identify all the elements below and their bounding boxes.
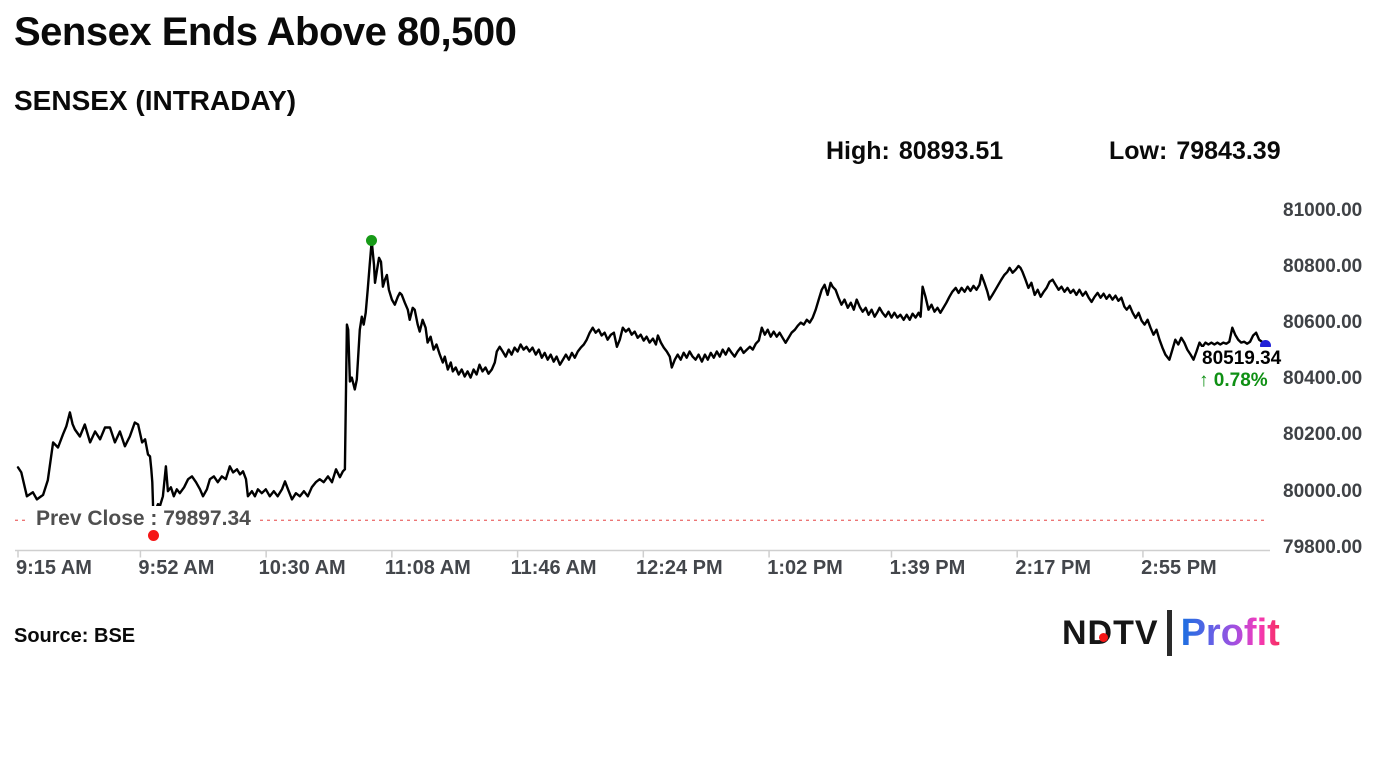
last-marker — [1259, 340, 1271, 352]
profit-wordmark: Profit — [1180, 611, 1280, 654]
x-tick-label: 11:46 AM — [510, 557, 597, 579]
x-tick-label: 9:15 AM — [16, 557, 92, 579]
y-tick-label: 79800.00 — [1283, 536, 1363, 558]
x-tick-label: 1:02 PM — [767, 557, 843, 579]
y-tick-label: 80400.00 — [1283, 368, 1363, 390]
y-tick-label: 80800.00 — [1283, 256, 1363, 278]
prev-close-label: Prev Close : 79897.34 — [29, 506, 258, 532]
ndtv-wordmark: NDTV — [1062, 613, 1159, 652]
high-value: 80893.51 — [898, 137, 1004, 165]
y-tick-label: 81000.00 — [1283, 200, 1363, 221]
source-note: Source: BSE — [14, 625, 136, 647]
logo-divider — [1166, 610, 1172, 656]
high-marker — [366, 235, 378, 247]
y-tick-label: 80200.00 — [1283, 424, 1363, 446]
price-line — [16, 239, 1267, 537]
x-tick-label: 9:52 AM — [138, 557, 215, 579]
last-change-label: ↑ 0.78% — [1196, 370, 1271, 392]
chart-title: SENSEX (INTRADAY) — [14, 85, 297, 116]
price-polyline — [16, 239, 1267, 537]
x-tick-label: 1:39 PM — [889, 557, 966, 579]
y-tick-label: 80600.00 — [1283, 312, 1363, 334]
x-tick-label: 12:24 PM — [635, 557, 723, 579]
x-tick-label: 10:30 AM — [258, 557, 346, 579]
last-price-label: 80519.34 — [1199, 347, 1285, 371]
low-readout: Low: 79843.39 — [1109, 137, 1281, 166]
x-axis — [15, 549, 1270, 558]
ndtv-red-dot-icon — [1099, 632, 1108, 642]
high-readout: High: 80893.51 — [826, 137, 1003, 166]
high-label: High: — [826, 137, 890, 165]
x-tick-label: 2:17 PM — [1015, 557, 1091, 579]
page-title: Sensex Ends Above 80,500 — [14, 10, 517, 54]
ndtv-profit-logo: NDTV Profit — [1062, 610, 1280, 656]
y-tick-label: 80000.00 — [1283, 480, 1363, 502]
x-tick-label: 2:55 PM — [1141, 557, 1217, 579]
x-tick-label: 11:08 AM — [384, 557, 471, 579]
low-label: Low: — [1109, 137, 1168, 165]
low-marker — [148, 529, 160, 541]
low-value: 79843.39 — [1176, 137, 1281, 165]
